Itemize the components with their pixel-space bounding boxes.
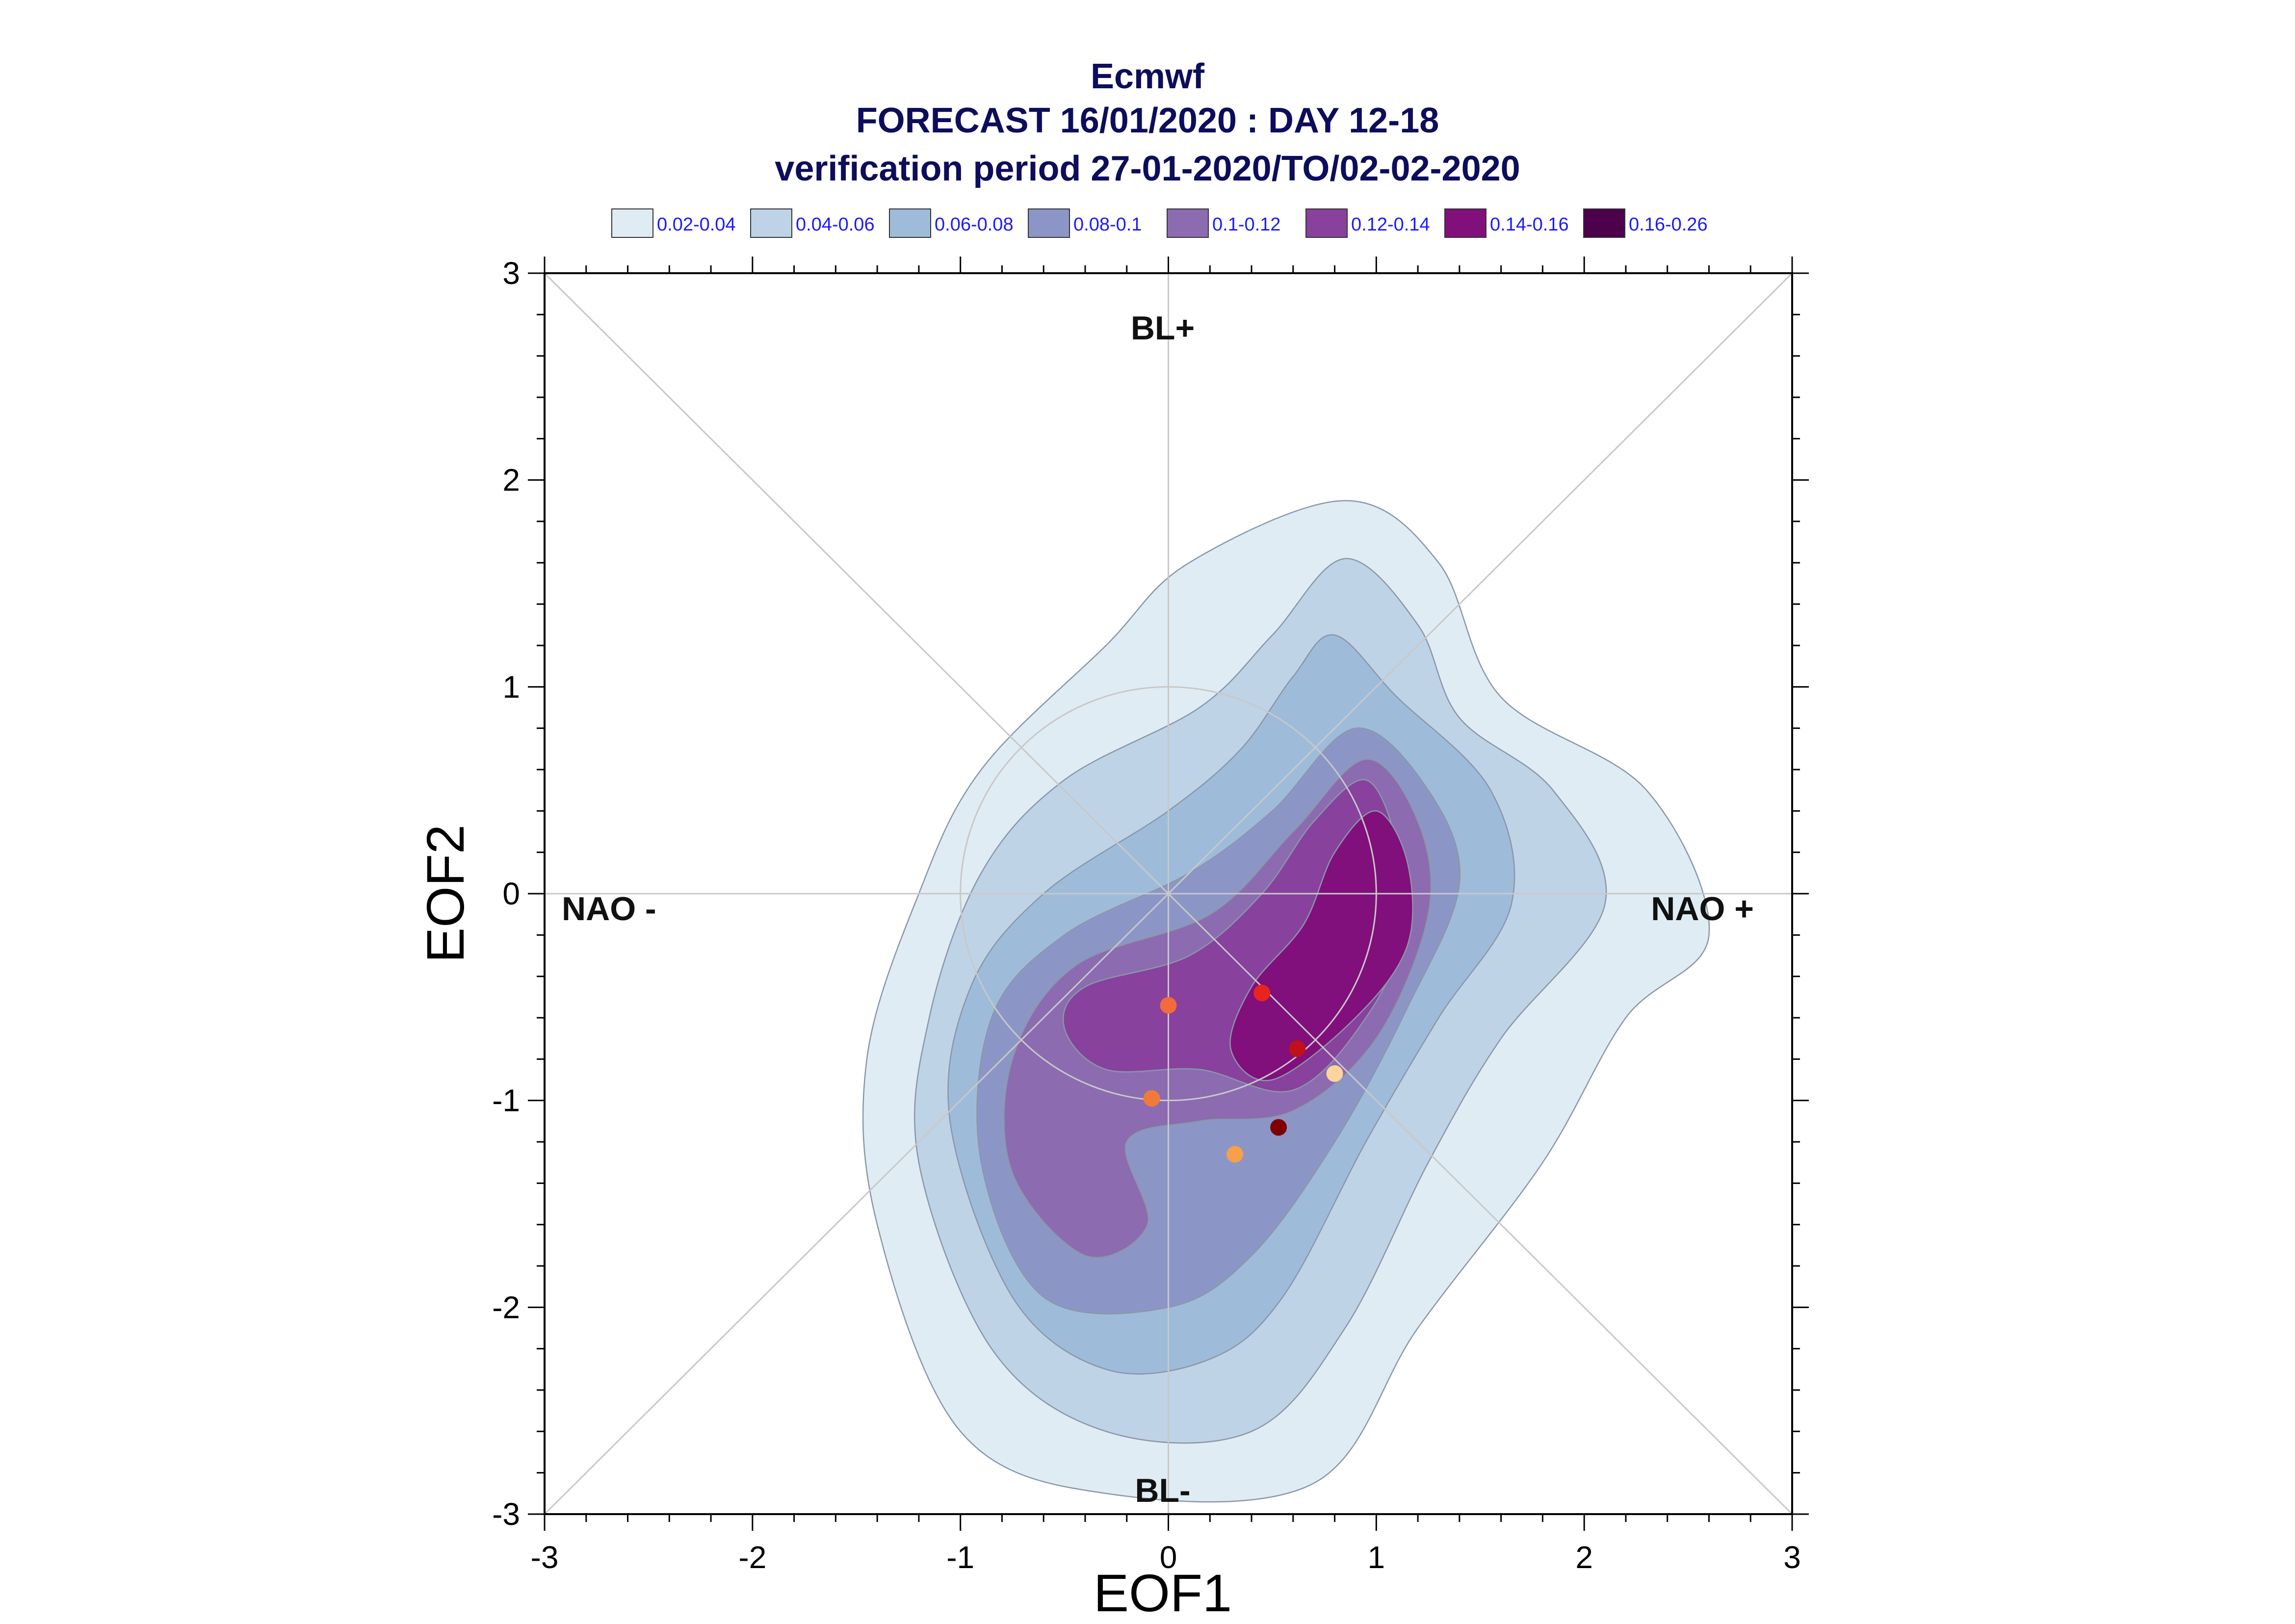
legend-swatch-5 xyxy=(1167,208,1209,238)
legend-label-1: 0.02-0.04 xyxy=(657,214,736,235)
x-tick-label-6: 2 xyxy=(1575,1540,1593,1575)
x-tick-label-4: 0 xyxy=(1160,1540,1177,1575)
x-tick-label-3: -1 xyxy=(946,1540,974,1575)
legend-swatch-8 xyxy=(1583,208,1625,238)
y-tick-label-3: -1 xyxy=(492,1083,520,1118)
y-tick-label-5: 1 xyxy=(502,669,520,704)
y-tick-label-2: -2 xyxy=(492,1289,520,1325)
legend-swatch-1 xyxy=(611,208,653,238)
forecast-points xyxy=(1143,984,1343,1163)
forecast-point-4 xyxy=(1143,1090,1160,1107)
reference-circle xyxy=(960,686,1377,1102)
forecast-point-6 xyxy=(1226,1146,1244,1163)
legend-label-7: 0.14-0.16 xyxy=(1490,214,1569,235)
legend: 0.02-0.04 0.04-0.06 0.06-0.08 0.08-0.1 0.1-0… xyxy=(611,208,1708,238)
forecast-point-7 xyxy=(1270,1119,1287,1136)
legend-label-3: 0.06-0.08 xyxy=(935,214,1014,235)
legend-swatch-6 xyxy=(1305,208,1348,238)
y-tick-label-4: 0 xyxy=(502,876,520,911)
x-axis-title: EOF1 xyxy=(1094,1563,1232,1623)
y-tick-label-6: 2 xyxy=(502,463,520,498)
forecast-point-1 xyxy=(1253,984,1271,1002)
legend-label-6: 0.12-0.14 xyxy=(1351,214,1430,235)
region-labels: BL+ BL- NAO - NAO + xyxy=(562,309,1754,1509)
chart-title: Ecmwf FORECAST 16/01/2020 : DAY 12-18 ve… xyxy=(775,57,1520,188)
region-label-left: NAO - xyxy=(562,890,656,928)
region-label-bottom: BL- xyxy=(1135,1472,1190,1509)
x-tick-label-7: 3 xyxy=(1783,1540,1801,1575)
region-label-right: NAO + xyxy=(1651,890,1754,928)
x-tick-label-1: -3 xyxy=(531,1540,559,1575)
reference-lines xyxy=(545,273,1792,1514)
forecast-point-2 xyxy=(1289,1040,1306,1057)
legend-label-8: 0.16-0.26 xyxy=(1629,214,1708,235)
y-axis-title: EOF2 xyxy=(416,825,475,963)
forecast-point-5 xyxy=(1326,1065,1343,1082)
title-line-1: Ecmwf xyxy=(1091,57,1205,96)
legend-label-4: 0.08-0.1 xyxy=(1073,214,1142,235)
x-tick-label-2: -2 xyxy=(738,1540,766,1575)
title-line-2: FORECAST 16/01/2020 : DAY 12-18 xyxy=(856,101,1439,140)
legend-swatch-4 xyxy=(1028,208,1070,238)
region-label-top: BL+ xyxy=(1131,309,1195,347)
y-tick-label-1: -3 xyxy=(492,1496,520,1532)
title-line-3: verification period 27-01-2020/TO/02-02-… xyxy=(775,149,1520,188)
legend-label-5: 0.1-0.12 xyxy=(1212,214,1280,235)
x-tick-label-5: 1 xyxy=(1368,1540,1385,1575)
legend-swatch-2 xyxy=(750,208,792,238)
legend-label-2: 0.04-0.06 xyxy=(796,214,875,235)
y-tick-label-7: 3 xyxy=(502,256,520,291)
axis-ticks: -3 -2 -1 0 1 2 3 -3 -2 -1 0 1 2 3 xyxy=(492,256,1809,1575)
forecast-point-3 xyxy=(1160,997,1177,1014)
plot-area: -3 -2 -1 0 1 2 3 -3 -2 -1 0 1 2 3 BL+ BL- NAO - NAO +… xyxy=(416,256,1809,1623)
legend-swatch-3 xyxy=(889,208,931,238)
legend-swatch-7 xyxy=(1444,208,1487,238)
